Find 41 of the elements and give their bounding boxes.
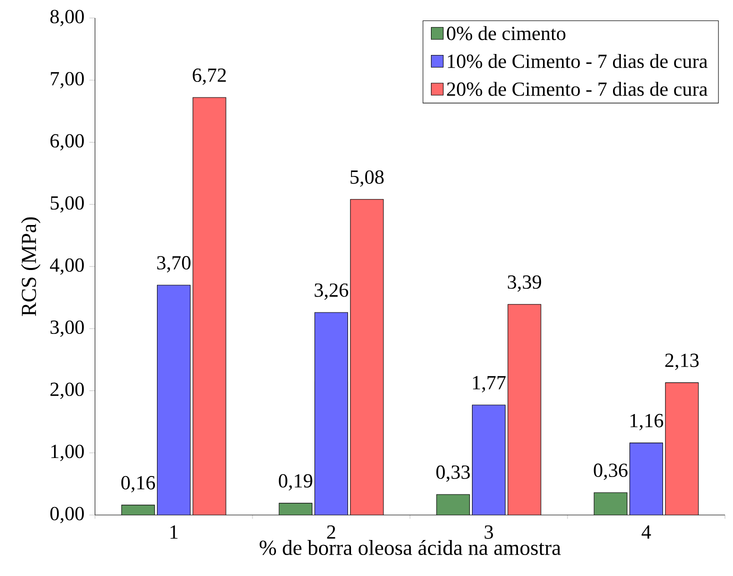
- x-axis-title: % de borra oleosa ácida na amostra: [260, 540, 561, 556]
- data-label: 0,16: [121, 476, 155, 492]
- data-label: 3,26: [314, 283, 348, 300]
- y-tick-label: 5,00: [50, 196, 84, 213]
- bar: [472, 405, 506, 516]
- legend-label: 0% de cimento: [446, 26, 566, 40]
- x-tick-label: 2: [327, 525, 336, 539]
- y-tick-label: 8,00: [50, 10, 84, 26]
- legend-label: 20% de Cimento - 7 dias de cura: [447, 82, 708, 96]
- bar: [629, 442, 664, 516]
- bar: [279, 503, 312, 516]
- y-tick-label: 1,00: [51, 444, 84, 462]
- y-tick-label: 0,00: [50, 506, 84, 524]
- y-axis-title: RCS (MPa): [21, 217, 40, 316]
- y-tick-label: 2,00: [50, 382, 84, 399]
- bar: [192, 98, 226, 516]
- bar: [157, 285, 190, 516]
- data-label: 1,16: [630, 414, 664, 430]
- bar: [508, 304, 541, 516]
- data-label: 1,77: [473, 376, 506, 392]
- data-label: 0,19: [278, 474, 312, 490]
- bar: [594, 492, 628, 516]
- data-label: 0,33: [436, 465, 470, 482]
- x-tick-label: 4: [642, 525, 651, 539]
- bar: [314, 312, 348, 516]
- x-tick-label: 3: [484, 525, 493, 539]
- legend-label: 10% de Cimento - 7 dias de cura: [448, 54, 708, 68]
- data-label: 5,08: [350, 170, 384, 187]
- data-label: 3,70: [157, 256, 190, 272]
- data-label: 3,39: [508, 275, 542, 292]
- y-tick-label: 7,00: [50, 72, 84, 88]
- data-label: 2,13: [665, 354, 699, 370]
- bar: [350, 199, 384, 516]
- data-label: 0,36: [594, 464, 628, 480]
- y-tick-label: 6,00: [50, 134, 84, 150]
- x-tick-label: 1: [170, 525, 178, 539]
- data-label: 6,72: [192, 68, 226, 85]
- bar: [436, 494, 470, 516]
- y-tick-label: 4,00: [50, 258, 84, 275]
- y-tick-label: 3,00: [50, 320, 84, 337]
- bar: [665, 382, 699, 516]
